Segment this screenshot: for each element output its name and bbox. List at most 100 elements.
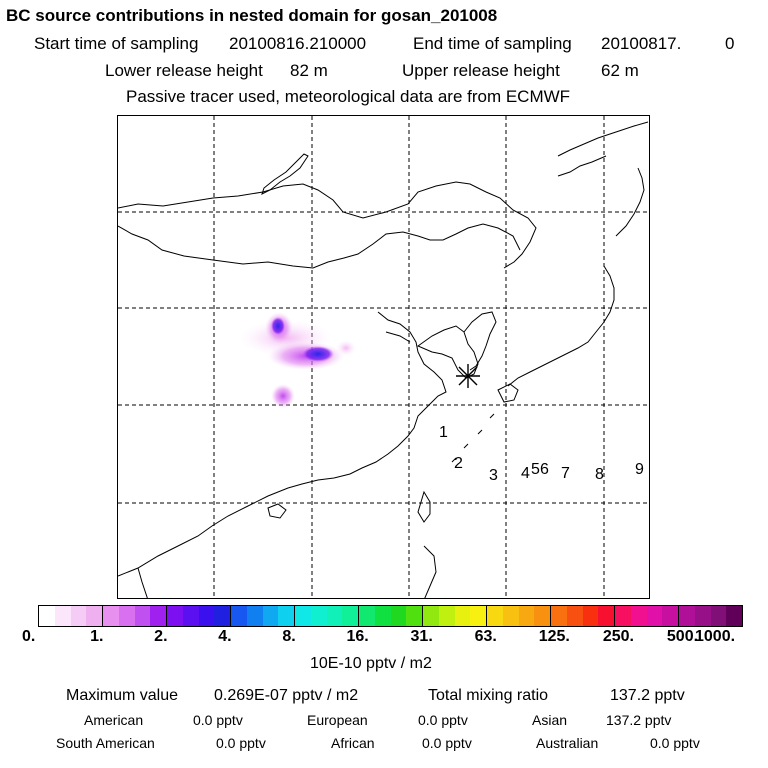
- page-title: BC source contributions in nested domain…: [6, 6, 498, 25]
- upper-release-label: Upper release height: [402, 61, 560, 80]
- color-scale-swatch: [534, 606, 550, 626]
- color-scale-swatch: [310, 606, 327, 626]
- color-scale-swatch: [246, 606, 263, 626]
- color-scale-segment: [487, 606, 551, 626]
- color-scale-tick-label: 16.: [346, 628, 369, 645]
- color-scale-tick-label: 8.: [282, 628, 296, 645]
- color-scale-tick-label: 250.: [602, 628, 634, 645]
- color-scale-tick-label: 31.: [410, 628, 433, 645]
- asterisk-icon: [456, 364, 480, 388]
- color-scale-swatch: [566, 606, 583, 626]
- color-scale-swatch: [214, 606, 230, 626]
- color-scale-tick-label: 2.: [154, 628, 168, 645]
- start-time-value: 20100816.210000: [229, 34, 367, 53]
- source-contribution-map: 1 2 3 4 5 6 7 8 9: [117, 115, 650, 599]
- color-scale-swatch: [598, 606, 614, 626]
- lower-release-label: Lower release height: [105, 61, 263, 80]
- color-scale-swatch: [615, 606, 631, 626]
- color-scale-swatch: [342, 606, 358, 626]
- coastlines: [118, 121, 649, 598]
- color-scale-swatch: [423, 606, 439, 626]
- lower-release-value: 82 m: [290, 61, 328, 80]
- color-scale-segment: [103, 606, 167, 626]
- color-scale-tick-label: 0.: [22, 628, 36, 645]
- site-label-1: 1: [439, 424, 448, 441]
- color-scale-segment: [167, 606, 231, 626]
- color-scale-tick-label: 1.: [90, 628, 104, 645]
- region-name-african: African: [331, 735, 375, 751]
- contribution-plume: [240, 312, 356, 408]
- color-scale-swatch: [630, 606, 647, 626]
- region-value-australian: 0.0 pptv: [650, 735, 700, 751]
- color-scale-swatch: [134, 606, 151, 626]
- color-scale-tick-label: 500.: [666, 628, 699, 645]
- color-scale-swatch: [118, 606, 135, 626]
- color-scale-segment: [231, 606, 295, 626]
- color-scale-swatch: [54, 606, 71, 626]
- color-scale-tick-label: 125.: [538, 628, 570, 645]
- color-scale-swatch: [231, 606, 247, 626]
- color-scale-swatch: [39, 606, 55, 626]
- color-scale-swatch: [406, 606, 422, 626]
- color-scale-swatch: [518, 606, 535, 626]
- color-scale-swatch: [359, 606, 375, 626]
- max-value: 0.269E-07 pptv / m2: [214, 687, 359, 704]
- color-scale-segment: [679, 606, 742, 626]
- site-label-8: 8: [595, 466, 604, 483]
- max-value-label: Maximum value: [66, 687, 179, 704]
- color-scale-swatch: [710, 606, 727, 626]
- end-time-value: 20100817.: [601, 34, 682, 53]
- color-scale-swatch: [70, 606, 87, 626]
- color-scale-swatch: [726, 606, 742, 626]
- color-scale-segment: [423, 606, 487, 626]
- color-scale-swatch: [662, 606, 678, 626]
- color-scale-swatch: [551, 606, 567, 626]
- region-name-australian: Australian: [536, 735, 599, 751]
- color-scale-segment: [359, 606, 423, 626]
- color-scale-swatch: [582, 606, 599, 626]
- color-scale-segment: [615, 606, 679, 626]
- site-label-6: 6: [540, 461, 549, 478]
- site-label-5: 5: [531, 461, 540, 478]
- color-scale-swatch: [262, 606, 279, 626]
- map-canvas: 1 2 3 4 5 6 7 8 9: [118, 116, 649, 598]
- region-value-asian: 137.2 pptv: [606, 712, 672, 728]
- start-time-label: Start time of sampling: [34, 34, 199, 53]
- color-scale-swatch: [150, 606, 166, 626]
- site-labels: 1 2 3 4 5 6 7 8 9: [439, 424, 644, 484]
- site-label-4: 4: [521, 465, 530, 482]
- region-value-american: 0.0 pptv: [193, 712, 243, 728]
- site-label-2: 2: [454, 455, 463, 472]
- color-scale-swatch: [487, 606, 503, 626]
- color-scale-swatch: [167, 606, 183, 626]
- color-scale-swatch: [103, 606, 119, 626]
- region-name-south-american: South American: [56, 735, 155, 751]
- color-scale-tick-label: 63.: [474, 628, 497, 645]
- color-scale-swatch: [679, 606, 695, 626]
- region-name-european: European: [307, 712, 368, 728]
- region-name-asian: Asian: [532, 712, 568, 728]
- color-scale-swatch: [295, 606, 311, 626]
- total-mixing-value: 137.2 pptv: [610, 687, 685, 704]
- end-time-suffix: 0: [725, 34, 735, 53]
- tracer-note: Passive tracer used, meteorological data…: [126, 87, 571, 106]
- region-value-african: 0.0 pptv: [422, 735, 472, 751]
- site-label-3: 3: [489, 467, 498, 484]
- color-scale-swatch: [390, 606, 407, 626]
- color-scale-tick-label: 1000.: [695, 628, 736, 645]
- color-scale-swatch: [438, 606, 455, 626]
- color-scale-swatch: [182, 606, 199, 626]
- region-name-american: American: [84, 712, 144, 728]
- color-scale-swatch: [454, 606, 471, 626]
- color-scale-swatch: [646, 606, 663, 626]
- color-scale-swatch: [86, 606, 102, 626]
- region-value-european: 0.0 pptv: [418, 712, 468, 728]
- color-scale-units: 10E-10 pptv / m2: [310, 655, 432, 672]
- total-mixing-label: Total mixing ratio: [428, 687, 549, 704]
- color-scale-segment: [39, 606, 103, 626]
- end-time-label: End time of sampling: [413, 34, 572, 53]
- color-scale-swatch: [278, 606, 294, 626]
- region-value-south-american: 0.0 pptv: [216, 735, 266, 751]
- color-scale-segment: [295, 606, 359, 626]
- color-scale-segment: [551, 606, 615, 626]
